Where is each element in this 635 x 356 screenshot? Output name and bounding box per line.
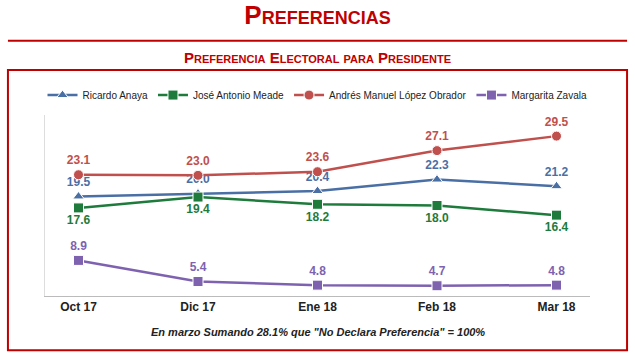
svg-text:18.0: 18.0 xyxy=(425,211,449,225)
svg-text:Mar 18: Mar 18 xyxy=(537,300,575,314)
svg-text:Andrés Manuel López Obrador: Andrés Manuel López Obrador xyxy=(329,90,466,101)
svg-text:Ricardo Anaya: Ricardo Anaya xyxy=(83,90,148,101)
svg-text:23.1: 23.1 xyxy=(67,153,91,167)
svg-text:Dic 17: Dic 17 xyxy=(180,300,216,314)
svg-text:Ene 18: Ene 18 xyxy=(298,300,337,314)
svg-text:4.8: 4.8 xyxy=(309,264,326,278)
svg-text:19.5: 19.5 xyxy=(67,175,91,189)
svg-text:23.6: 23.6 xyxy=(306,150,330,164)
svg-text:En marzo Sumando 28.1% que "No: En marzo Sumando 28.1% que "No Declara P… xyxy=(151,326,485,338)
svg-text:22.3: 22.3 xyxy=(425,158,449,172)
svg-text:20.0: 20.0 xyxy=(186,172,210,186)
svg-text:23.0: 23.0 xyxy=(186,154,210,168)
svg-text:8.9: 8.9 xyxy=(70,239,87,253)
svg-text:16.4: 16.4 xyxy=(545,220,569,234)
svg-text:Margarita Zavala: Margarita Zavala xyxy=(511,90,586,101)
svg-text:17.6: 17.6 xyxy=(67,213,91,227)
svg-text:Feb 18: Feb 18 xyxy=(418,300,456,314)
svg-text:Oct 17: Oct 17 xyxy=(60,300,97,314)
svg-text:José Antonio Meade: José Antonio Meade xyxy=(193,90,284,101)
svg-text:18.2: 18.2 xyxy=(306,210,330,224)
svg-text:Preferencia Electoral para Pre: Preferencia Electoral para Presidente xyxy=(184,49,451,66)
svg-text:19.4: 19.4 xyxy=(186,202,210,216)
svg-text:4.7: 4.7 xyxy=(429,264,446,278)
svg-text:Preferencias: Preferencias xyxy=(244,0,390,30)
svg-text:20.4: 20.4 xyxy=(306,170,330,184)
svg-text:5.4: 5.4 xyxy=(190,260,207,274)
svg-text:21.2: 21.2 xyxy=(545,165,569,179)
svg-text:29.5: 29.5 xyxy=(545,115,569,129)
svg-text:4.8: 4.8 xyxy=(548,264,565,278)
svg-text:27.1: 27.1 xyxy=(425,129,449,143)
